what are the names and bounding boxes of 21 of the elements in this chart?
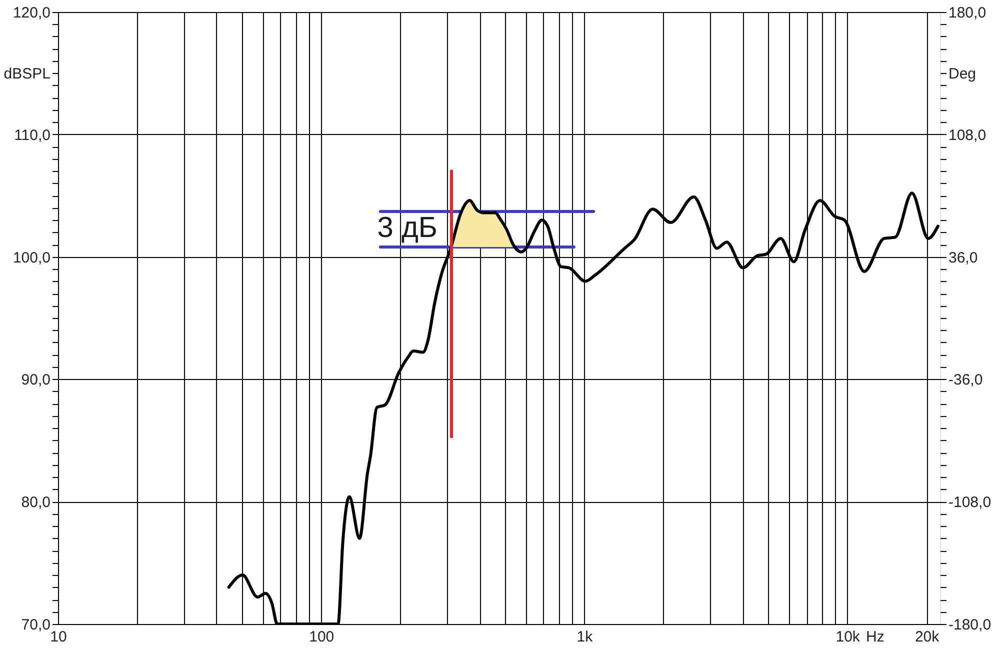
- y-tick-label: 100,0: [12, 249, 50, 266]
- y-tick-label: 70,0: [21, 616, 50, 634]
- y-tick-label: 120,0: [12, 4, 50, 22]
- y2-tick-label: 180,0: [948, 4, 986, 22]
- y2-axis-title: Deg: [948, 66, 976, 82]
- y2-tick-label: 36,0: [948, 249, 978, 266]
- x-axis-title: Hz: [866, 628, 884, 646]
- annotation: 3 дБ: [377, 212, 438, 244]
- x-tick-label: 1k: [576, 628, 594, 646]
- y-tick-label: 110,0: [14, 126, 50, 144]
- y-axis-title: dBSPL: [4, 66, 50, 82]
- x-tick-label: 20k: [914, 628, 940, 646]
- y2-tick-label: 108,0: [948, 126, 986, 144]
- y-tick-label: 80,0: [21, 494, 50, 512]
- y2-tick-label: -108,0: [948, 494, 992, 512]
- y2-tick-label: -180,0: [948, 616, 992, 634]
- x-tick-label: 10: [50, 628, 67, 646]
- x-tick-label: 10k: [836, 628, 860, 646]
- y-tick-label: 90,0: [21, 372, 50, 389]
- x-tick-label: 100: [309, 628, 334, 646]
- y2-tick-label: -36,0: [948, 372, 983, 389]
